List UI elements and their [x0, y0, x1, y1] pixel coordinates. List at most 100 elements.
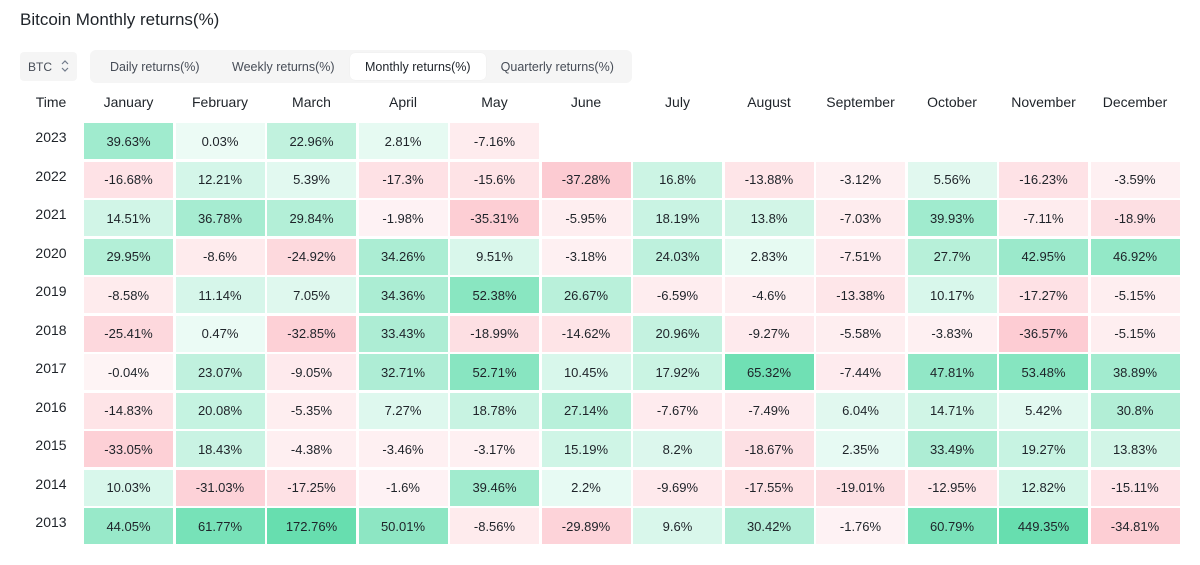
return-cell: -16.68%: [84, 161, 173, 198]
return-cell: -16.23%: [999, 161, 1088, 198]
return-cell: -7.67%: [633, 392, 722, 429]
return-cell: 23.07%: [175, 354, 265, 390]
row-year-label: 2016: [35, 398, 67, 415]
return-cell: 5.42%: [999, 392, 1088, 429]
return-cell: -7.51%: [816, 238, 905, 275]
row-year-label: 2013: [35, 514, 67, 530]
return-cell: -17.3%: [358, 161, 448, 198]
column-header-april: April: [388, 94, 417, 110]
return-cell: -4.6%: [724, 277, 814, 313]
return-cell: -0.04%: [84, 354, 173, 390]
return-cell: -7.49%: [724, 392, 814, 429]
return-cell: 2.83%: [724, 238, 814, 275]
sort-chevrons-icon: [61, 60, 69, 72]
return-cell: -8.58%: [84, 277, 173, 313]
return-cell: -15.11%: [1090, 469, 1180, 506]
column-header-november: November: [1011, 94, 1076, 110]
returns-period-tabs: Daily returns(%) Weekly returns(%) Monthly…: [90, 50, 632, 83]
return-cell: -29.89%: [541, 508, 631, 544]
return-cell: -1.6%: [358, 469, 448, 506]
return-cell: [633, 123, 722, 159]
return-cell: 39.63%: [84, 123, 173, 159]
return-cell: 44.05%: [84, 508, 173, 544]
return-cell: 12.21%: [175, 161, 265, 198]
return-cell: -19.01%: [816, 469, 905, 506]
row-year-label: 2014: [35, 475, 67, 492]
return-cell: -1.98%: [358, 200, 448, 236]
column-header-july: July: [665, 94, 690, 110]
row-year-label: 2017: [35, 360, 67, 376]
return-cell: 15.19%: [541, 431, 631, 467]
return-cell: -15.6%: [450, 161, 539, 198]
return-cell: 2.2%: [541, 469, 631, 506]
page-title: Bitcoin Monthly returns(%): [20, 10, 220, 29]
return-cell: -24.92%: [267, 238, 356, 275]
return-cell: 52.38%: [450, 277, 539, 313]
return-cell: -36.57%: [999, 315, 1088, 352]
return-cell: 47.81%: [907, 354, 997, 390]
row-year-label: 2021: [35, 206, 67, 222]
tab-daily-returns[interactable]: Daily returns(%): [109, 59, 200, 74]
return-cell: 30.42%: [724, 508, 814, 544]
return-cell: -18.67%: [724, 431, 814, 467]
return-cell: -7.16%: [450, 123, 539, 159]
return-cell: 22.96%: [267, 123, 356, 159]
column-header-time: Time: [35, 94, 67, 110]
return-cell: -7.44%: [816, 354, 905, 390]
return-cell: 10.45%: [541, 354, 631, 390]
return-cell: -5.15%: [1090, 277, 1180, 313]
return-cell: -31.03%: [175, 469, 265, 506]
return-cell: -33.05%: [84, 431, 173, 467]
asset-select[interactable]: BTC: [20, 52, 77, 81]
return-cell: -13.38%: [816, 277, 905, 313]
return-cell: 20.08%: [175, 392, 265, 429]
return-cell: -14.83%: [84, 392, 173, 429]
column-header-october: October: [927, 94, 977, 110]
return-cell: 13.8%: [724, 200, 814, 236]
tab-monthly-returns[interactable]: Monthly returns(%): [350, 53, 486, 80]
row-year-label: 2022: [35, 167, 67, 184]
return-cell: 38.89%: [1090, 354, 1180, 390]
tab-quarterly-returns[interactable]: Quarterly returns(%): [500, 59, 614, 74]
tab-weekly-returns[interactable]: Weekly returns(%): [232, 59, 335, 74]
return-cell: 39.93%: [907, 200, 997, 236]
return-cell: 29.95%: [84, 238, 173, 275]
return-cell: 46.92%: [1090, 238, 1180, 275]
return-cell: 27.7%: [907, 238, 997, 275]
return-cell: 34.26%: [358, 238, 448, 275]
return-cell: 18.19%: [633, 200, 722, 236]
return-cell: 9.6%: [633, 508, 722, 544]
return-cell: 20.96%: [633, 315, 722, 352]
return-cell: 19.27%: [999, 431, 1088, 467]
return-cell: -8.6%: [175, 238, 265, 275]
return-cell: 12.82%: [999, 469, 1088, 506]
column-header-june: June: [570, 94, 602, 110]
row-year-label: 2020: [35, 244, 67, 261]
return-cell: 26.67%: [541, 277, 631, 313]
row-year-label: 2018: [35, 321, 67, 338]
row-year-label: 2019: [35, 283, 67, 299]
return-cell: 7.27%: [358, 392, 448, 429]
return-cell: 30.8%: [1090, 392, 1180, 429]
return-cell: -25.41%: [84, 315, 173, 352]
column-header-february: February: [191, 94, 249, 110]
return-cell: -5.58%: [816, 315, 905, 352]
return-cell: 10.03%: [84, 469, 173, 506]
return-cell: -17.25%: [267, 469, 356, 506]
column-header-september: September: [826, 94, 895, 110]
return-cell: -37.28%: [541, 161, 631, 198]
return-cell: -32.85%: [267, 315, 356, 352]
return-cell: 27.14%: [541, 392, 631, 429]
return-cell: 11.14%: [175, 277, 265, 313]
return-cell: -34.81%: [1090, 508, 1180, 544]
column-header-january: January: [103, 94, 154, 110]
return-cell: 5.39%: [267, 161, 356, 198]
return-cell: 18.43%: [175, 431, 265, 467]
return-cell: 42.95%: [999, 238, 1088, 275]
return-cell: 7.05%: [267, 277, 356, 313]
return-cell: -17.55%: [724, 469, 814, 506]
return-cell: 2.81%: [358, 123, 448, 159]
return-cell: -3.59%: [1090, 161, 1180, 198]
return-cell: 18.78%: [450, 392, 539, 429]
return-cell: -12.95%: [907, 469, 997, 506]
